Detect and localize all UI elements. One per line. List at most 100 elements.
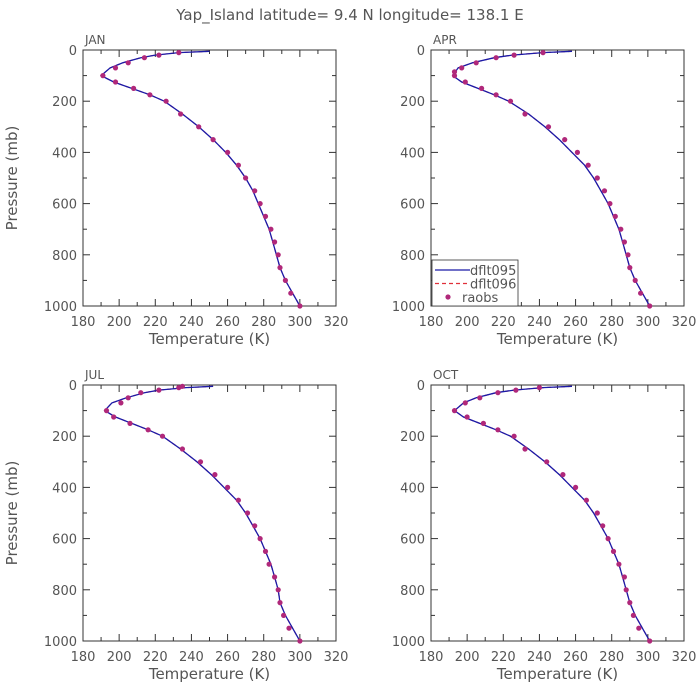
x-tick-label: 180 [419,650,444,665]
raobs-point [159,433,166,439]
x-tick-label: 320 [672,650,697,665]
raobs-point [125,395,131,401]
raobs-point [605,536,611,542]
x-tick-label: 260 [563,650,588,665]
raobs-point [282,277,288,283]
x-tick-label: 220 [491,315,516,330]
y-tick-label: 800 [52,249,77,264]
raobs-point [462,400,468,406]
x-tick-label: 300 [287,315,312,330]
raobs-point [451,73,458,79]
figure-title: Yap_Island latitude= 9.4 N longitude= 13… [175,6,523,25]
y-tick-label: 400 [400,146,425,161]
raobs-point [156,387,162,393]
x-axis-label: Temperature (K) [148,330,270,348]
y-tick-label: 600 [400,533,425,548]
series-line-dflt095 [453,385,651,642]
raobs-point [225,149,231,155]
x-tick-label: 280 [599,315,624,330]
legend-entry-label: raobs [462,291,499,306]
y-tick-label: 0 [69,44,77,59]
raobs-point [536,385,543,391]
raobs-point [583,497,590,503]
x-tick-label: 240 [527,650,552,665]
raobs-point [111,414,117,420]
panel-label: JAN [84,33,106,47]
raobs-point [244,510,251,516]
y-tick-label: 600 [52,198,77,213]
raobs-point [522,111,528,117]
raobs-point [647,638,653,644]
raobs-point [638,290,644,296]
raobs-point [601,188,608,194]
raobs-point [257,536,263,542]
y-tick-label: 600 [400,198,425,213]
raobs-point [257,201,263,207]
y-tick-label: 1000 [392,635,425,650]
raobs-point [163,98,169,104]
raobs-point [131,85,137,91]
y-tick-label: 1000 [392,300,425,315]
raobs-point [636,625,642,631]
raobs-point [621,239,628,245]
x-tick-label: 220 [143,315,168,330]
y-axis-label: Pressure (mb) [3,461,21,566]
legend-entry-label: dflt096 [470,278,516,293]
x-tick-label: 300 [635,315,660,330]
raobs-point [540,50,546,56]
raobs-point [297,303,303,309]
raobs-point [179,446,185,452]
y-tick-label: 200 [400,95,425,110]
raobs-point [451,408,458,414]
raobs-point [252,188,258,194]
raobs-point [286,625,292,631]
plot-frame [430,384,685,642]
raobs-point [573,484,579,490]
panel-label: OCT [433,368,459,382]
y-tick-label: 0 [69,379,77,394]
series-line-dflt095 [451,50,651,307]
raobs-point [100,73,106,79]
y-tick-label: 400 [52,481,77,496]
raobs-point [574,149,581,155]
raobs-point [225,484,231,490]
x-tick-label: 280 [251,650,276,665]
raobs-point [147,92,153,98]
raobs-point [610,548,617,555]
raobs-point [277,600,283,606]
raobs-point [297,638,303,644]
raobs-point [627,600,633,606]
panel-label: APR [433,33,457,47]
plot-frame [82,49,337,307]
y-tick-label: 600 [52,533,77,548]
x-tick-label: 300 [287,650,312,665]
raobs-point [647,303,653,309]
raobs-point [103,408,110,414]
x-tick-label: 280 [251,315,276,330]
raobs-point [275,252,281,258]
raobs-point [560,472,566,478]
raobs-point [493,55,499,61]
raobs-point [235,162,241,168]
raobs-point [625,252,631,258]
raobs-point [112,79,119,85]
raobs-point [178,111,184,117]
series-line-dflt096 [100,50,301,307]
raobs-point [612,213,618,219]
raobs-point [176,385,182,391]
raobs-point [243,175,249,181]
plot-frame [82,384,337,642]
x-tick-label: 220 [143,650,168,665]
raobs-point [616,561,622,567]
x-tick-label: 280 [599,650,624,665]
y-tick-label: 0 [417,379,425,394]
raobs-point [138,390,144,396]
x-tick-label: 320 [324,650,349,665]
raobs-point [266,561,272,567]
x-tick-label: 180 [71,315,96,330]
x-tick-label: 260 [215,315,240,330]
raobs-point [493,92,499,98]
raobs-point [272,574,278,580]
raobs-point [464,414,470,420]
